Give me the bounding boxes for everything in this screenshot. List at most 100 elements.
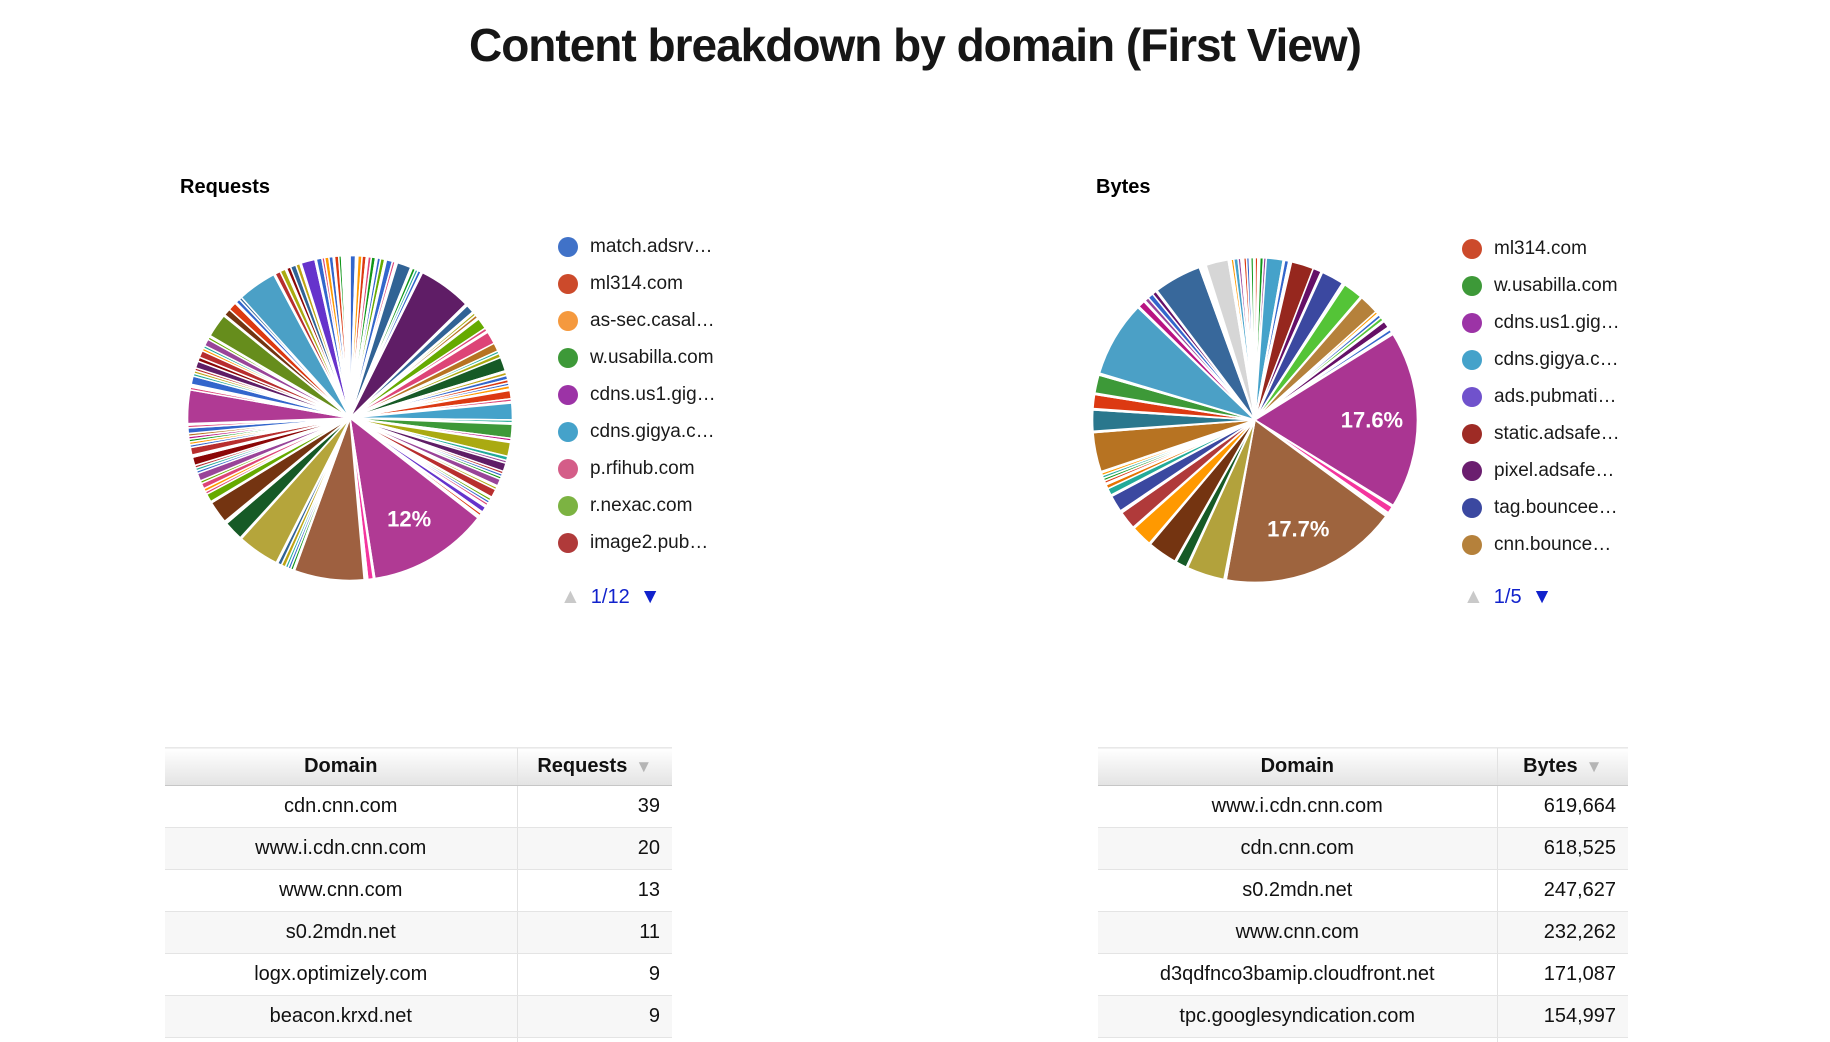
legend-item: w.usabilla.com	[558, 339, 716, 376]
legend-color-dot-icon	[1462, 534, 1482, 555]
legend-label: cdns.gigya.c…	[1494, 348, 1619, 370]
legend-prev-icon[interactable]: ▲	[560, 585, 581, 608]
table-row[interactable]: d3qdfnco3bamip.cloudfront.net 171,087	[1098, 953, 1628, 996]
table-row[interactable]: cdn.cnn.com 39	[165, 785, 672, 828]
table-row[interactable]	[165, 1037, 672, 1042]
pie-slice	[348, 416, 480, 580]
table-row[interactable]: s0.2mdn.net 11	[165, 911, 672, 954]
legend-color-dot-icon	[558, 236, 578, 257]
table-row[interactable]: www.i.cdn.cnn.com 20	[165, 827, 672, 870]
legend-item: pixel.adsafe…	[1462, 452, 1620, 489]
domain-cell: logx.optimizely.com	[165, 953, 517, 996]
table-row[interactable]: beacon.krxd.net 9	[165, 995, 672, 1038]
domain-cell: s0.2mdn.net	[165, 911, 517, 954]
pie-slice	[1252, 256, 1256, 421]
legend-item: match.adsrv…	[558, 228, 716, 265]
legend-label: tag.bouncee…	[1494, 496, 1618, 518]
legend-color-dot-icon	[1462, 275, 1482, 296]
bytes-table: Domain Bytes ▼ www.i.cdn.cnn.com 619,664 cd…	[1098, 747, 1628, 1042]
legend-label: cdns.us1.gig…	[1494, 311, 1620, 333]
legend-label: cnn.bounce…	[1494, 533, 1612, 555]
domain-cell: s0.2mdn.net	[1098, 869, 1497, 912]
legend-item: ml314.com	[1462, 230, 1620, 267]
pie-slice-label: 17.6%	[1341, 408, 1403, 433]
domain-cell: tpc.googlesyndication.com	[1098, 995, 1497, 1038]
legend-color-dot-icon	[558, 532, 578, 553]
legend-prev-icon[interactable]: ▲	[1463, 585, 1484, 608]
legend-next-icon[interactable]: ▼	[1531, 585, 1553, 608]
legend-item: cdns.gigya.c…	[1462, 341, 1620, 378]
value-cell: 39	[516, 785, 672, 828]
value-cell: 11	[516, 911, 672, 954]
requests-pie-chart: 12%	[186, 254, 514, 582]
domain-cell: www.cnn.com	[1098, 911, 1497, 954]
legend-label: match.adsrv…	[590, 235, 713, 257]
value-cell: 13	[516, 869, 672, 912]
table-row[interactable]: cdn.cnn.com 618,525	[1098, 827, 1628, 870]
pie-slice	[1225, 418, 1387, 584]
legend-item: ads.pubmati…	[1462, 378, 1620, 415]
table-row[interactable]: logx.optimizely.com 9	[165, 953, 672, 996]
pie-slice-label: 17.7%	[1267, 516, 1329, 541]
table-row[interactable]: www.cnn.com 232,262	[1098, 911, 1628, 954]
requests-chart-title: Requests	[180, 176, 271, 198]
legend-color-dot-icon	[558, 347, 578, 368]
legend-color-dot-icon	[558, 495, 578, 516]
legend-color-dot-icon	[558, 384, 578, 405]
bytes-table-header-bytes[interactable]: Bytes ▼	[1496, 747, 1628, 786]
value-cell	[516, 1037, 672, 1042]
requests-table-header-requests[interactable]: Requests ▼	[516, 747, 672, 786]
legend-label: ads.pubmati…	[1494, 385, 1617, 407]
legend-item: cdns.gigya.c…	[558, 413, 716, 450]
value-cell: 9	[516, 953, 672, 996]
legend-color-dot-icon	[1462, 497, 1482, 518]
legend-item: p.rfihub.com	[558, 450, 716, 487]
legend-item: cnn.bounce…	[1462, 526, 1620, 563]
legend-color-dot-icon	[1462, 423, 1482, 444]
legend-item: image2.pub…	[558, 524, 716, 561]
legend-color-dot-icon	[558, 310, 578, 331]
table-row[interactable]: www.cnn.com 13	[165, 869, 672, 912]
legend-label: w.usabilla.com	[1494, 274, 1618, 296]
value-cell: 171,087	[1496, 953, 1628, 996]
value-cell: 20	[516, 827, 672, 870]
table-row[interactable]: tpc.googlesyndication.com 154,997	[1098, 995, 1628, 1038]
pie-slice-label: 12%	[387, 507, 431, 532]
domain-cell	[165, 1037, 517, 1042]
domain-cell	[1098, 1037, 1497, 1042]
legend-label: pixel.adsafe…	[1494, 459, 1615, 481]
requests-table-header-domain[interactable]: Domain	[165, 747, 517, 786]
legend-color-dot-icon	[558, 421, 578, 442]
value-cell: 232,262	[1496, 911, 1628, 954]
value-cell: 619,664	[1496, 785, 1628, 828]
table-row[interactable]: www.i.cdn.cnn.com 619,664	[1098, 785, 1628, 828]
legend-item: r.nexac.com	[558, 487, 716, 524]
header-label: Domain	[304, 755, 378, 777]
value-cell: 618,525	[1496, 827, 1628, 870]
table-row[interactable]: s0.2mdn.net 247,627	[1098, 869, 1628, 912]
legend-label: ml314.com	[590, 272, 683, 294]
legend-color-dot-icon	[1462, 349, 1482, 370]
value-cell: 247,627	[1496, 869, 1628, 912]
header-label: Domain	[1260, 755, 1334, 777]
legend-next-icon[interactable]: ▼	[639, 585, 661, 608]
legend-label: cdns.us1.gig…	[590, 383, 716, 405]
requests-legend-pager: ▲ 1/12 ▼	[560, 585, 661, 609]
legend-label: static.adsafe…	[1494, 422, 1620, 444]
bytes-table-header-domain[interactable]: Domain	[1098, 747, 1497, 786]
legend-item: cdns.us1.gig…	[1462, 304, 1620, 341]
legend-item: tag.bouncee…	[1462, 489, 1620, 526]
value-cell: 154,997	[1496, 995, 1628, 1038]
legend-color-dot-icon	[558, 273, 578, 294]
legend-page-indicator: 1/5	[1493, 585, 1522, 608]
bytes-chart-title: Bytes	[1096, 176, 1151, 198]
sort-desc-icon: ▼	[1585, 757, 1603, 776]
domain-cell: www.i.cdn.cnn.com	[1098, 785, 1497, 828]
domain-cell: www.i.cdn.cnn.com	[165, 827, 517, 870]
requests-legend: match.adsrv… ml314.com as-sec.casal… w.usab…	[558, 228, 716, 561]
bytes-legend: ml314.com w.usabilla.com cdns.us1.gig… cdns…	[1462, 230, 1620, 563]
table-row[interactable]	[1098, 1037, 1628, 1042]
legend-label: r.nexac.com	[590, 494, 693, 516]
legend-color-dot-icon	[1462, 460, 1482, 481]
